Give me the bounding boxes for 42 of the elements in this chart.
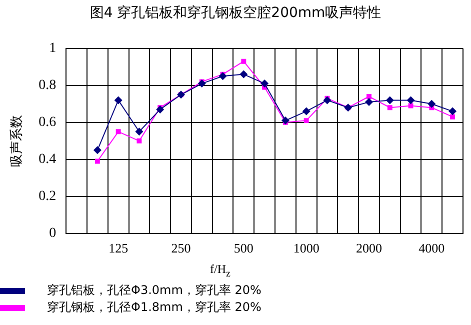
point [386,96,394,104]
point [94,158,100,164]
x-tick-label: 125 [108,240,128,256]
y-tick-label: 1 [49,41,56,56]
y-tick-label: 0.4 [38,152,56,168]
point [281,116,290,125]
point [260,80,269,88]
point [302,107,310,116]
point [365,98,373,106]
point [406,96,415,104]
legend-label: 穿孔铝板，孔径Φ3.0mm，穿孔率 20% [47,282,262,299]
chart-title: 图4 穿孔铝板和穿孔钢板空腔200mm吸声特性 [88,4,382,22]
y-tick-label: 0 [49,226,56,242]
point [241,58,246,64]
point [116,129,121,134]
x-tick-label: 2000 [356,240,382,256]
x-tick-label: 250 [171,240,191,256]
x-tick-label: 1000 [293,240,320,256]
point [450,114,456,120]
legend-label: 穿孔钢板，孔径Φ1.8mm，穿孔率 20% [47,299,262,316]
x-tick-label: 4000 [418,240,445,256]
point [448,107,457,116]
y-axis-title: 吸声系数 [8,114,24,167]
point [114,96,122,104]
point [366,94,372,99]
x-tick-label: 500 [234,240,254,256]
x-axis-title: f/H$_{z}$ [210,262,230,280]
point [323,96,332,104]
point [304,118,309,124]
point [156,105,164,114]
point [218,72,227,80]
y-tick-label: 0.2 [38,189,56,204]
y-tick-label: 0.6 [38,115,56,130]
point [198,80,206,88]
point [387,105,392,110]
point [408,103,414,108]
y-tick-label: 0.8 [38,78,56,94]
point [136,138,142,144]
point [135,128,144,136]
point [93,146,102,154]
point [428,100,436,108]
point [240,70,248,78]
